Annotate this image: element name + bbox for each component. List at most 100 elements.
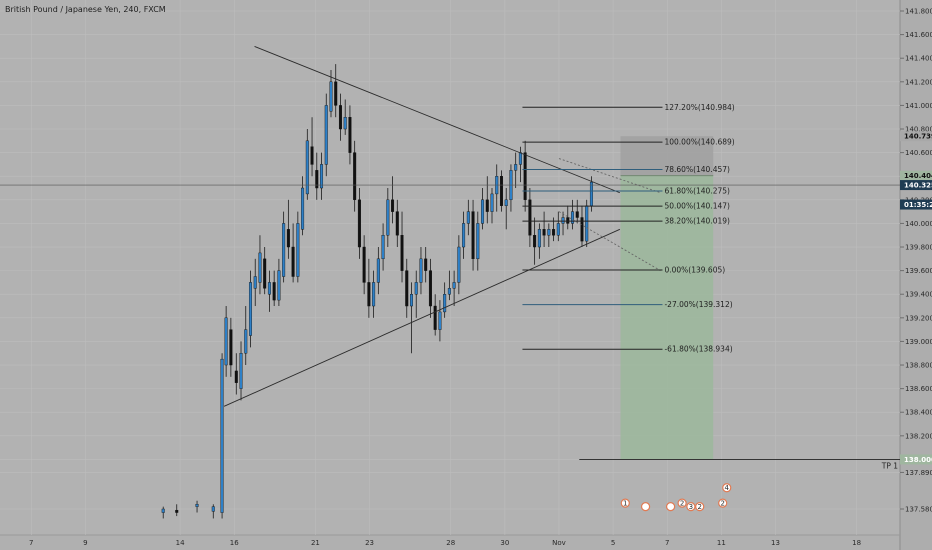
candle-body (547, 229, 551, 236)
y-tick-label: 138.200 (905, 432, 932, 440)
x-tick-label: 21 (311, 539, 320, 547)
x-tick-label: 28 (446, 539, 455, 547)
y-tick-label: 138.800 (905, 362, 932, 370)
candle-body (528, 199, 532, 236)
y-tick-label: 138.400 (905, 409, 932, 417)
candle-body (224, 317, 228, 366)
candle-body (258, 252, 262, 283)
y-tick-label: 139.000 (905, 338, 932, 346)
candle-body (362, 246, 366, 283)
event-marker-label: 2 (720, 499, 724, 507)
event-marker-label: 2 (680, 499, 684, 507)
event-marker-icon[interactable] (686, 502, 696, 512)
event-marker-icon[interactable] (640, 502, 651, 512)
price-tag (900, 199, 932, 210)
fib-level-label: 100.00%(140.689) (664, 138, 734, 147)
event-marker-icon[interactable] (666, 502, 676, 512)
candle-body (438, 311, 442, 330)
x-tick-label: 7 (29, 539, 33, 547)
y-tick-label: 139.800 (905, 244, 932, 252)
price-tag-label: 140.325 (904, 182, 932, 190)
candle-body (301, 187, 305, 230)
take-profit-zone[interactable] (620, 175, 714, 460)
candle-body (537, 229, 541, 248)
y-tick-label: 138.600 (905, 385, 932, 393)
candle-body (277, 270, 281, 301)
candle-body (580, 217, 584, 242)
price-tag-label: 138.000 (904, 456, 932, 464)
candle-body (409, 294, 413, 307)
candle-body (324, 105, 328, 165)
fibonacci-extension[interactable]: 127.20%(140.984) 100.00%(140.689) 78.60%(1… (522, 103, 735, 354)
triangle-trendline[interactable] (254, 45, 621, 194)
event-marker-icon[interactable] (695, 502, 705, 512)
candle-body (161, 508, 165, 513)
price-tag-label: 01:35:22 (904, 201, 932, 209)
fib-level-label: -27.00%(139.312) (664, 300, 732, 309)
candle-body (348, 117, 352, 153)
y-tick-label: 137.580 (905, 506, 932, 514)
time-axis-background[interactable] (0, 535, 900, 550)
triangle-trendline[interactable] (223, 228, 621, 407)
candle-body (518, 152, 522, 165)
y-tick-label: 140.800 (905, 126, 932, 134)
y-tick-label: 140.600 (905, 149, 932, 157)
candle-body (376, 258, 380, 283)
y-tick-label: 139.600 (905, 267, 932, 275)
y-tick-label: 141.800 (905, 8, 932, 16)
candle-body (329, 81, 333, 112)
candle-body (485, 199, 489, 212)
candle-body (523, 152, 527, 201)
x-tick-label: 16 (230, 539, 239, 547)
candle-body (561, 217, 565, 224)
candle-body (296, 223, 300, 277)
candles (161, 64, 593, 519)
candle-body (244, 329, 248, 354)
price-tag (900, 454, 932, 465)
candle-body (414, 282, 418, 295)
candle-body (253, 276, 257, 289)
candle-body (481, 199, 485, 224)
candle-body (585, 205, 589, 242)
event-marker-icon[interactable] (677, 498, 687, 508)
projection-line[interactable] (558, 211, 661, 272)
x-tick-label: 7 (665, 539, 669, 547)
event-marker-icon[interactable] (620, 498, 630, 508)
event-marker-icon[interactable] (718, 498, 728, 508)
candle-body (433, 305, 437, 330)
candle-body (499, 176, 503, 206)
chart-title: British Pound / Japanese Yen, 240, FXCM (5, 5, 166, 14)
candle-body (357, 199, 361, 248)
grid (0, 0, 900, 535)
candle-body (571, 211, 575, 224)
fib-level-label: 38.20%(140.019) (664, 217, 730, 226)
event-markers[interactable]: 1 2 3 2 24 (620, 483, 732, 512)
candle-body (195, 504, 199, 507)
projection-line[interactable] (558, 158, 661, 194)
candle-body (514, 164, 518, 171)
y-tick-label: 141.200 (905, 78, 932, 86)
fib-level-label: -61.80%(138.934) (664, 345, 732, 354)
y-tick-label: 137.890 (905, 469, 932, 477)
candle-body (405, 270, 409, 307)
candle-body (391, 199, 395, 212)
candle-body (424, 258, 428, 271)
position-tool[interactable] (620, 136, 714, 460)
candle-body (575, 211, 579, 218)
candle-body (533, 235, 537, 248)
candle-body (338, 105, 342, 130)
fib-level-label: 50.00%(140.147) (664, 202, 730, 211)
candle-body (490, 193, 494, 212)
candle-body (566, 217, 570, 224)
candle-body (504, 199, 508, 206)
candle-body (542, 229, 546, 236)
y-tick-label: 139.200 (905, 314, 932, 322)
event-marker-icon[interactable] (722, 483, 732, 493)
candle-body (229, 329, 233, 366)
fib-level-label: 78.60%(140.457) (664, 165, 730, 174)
candle-body (282, 223, 286, 277)
drawings[interactable]: TP 1 (0, 45, 900, 470)
x-tick-label: Nov (552, 539, 566, 547)
x-tick-label: 14 (176, 539, 185, 547)
